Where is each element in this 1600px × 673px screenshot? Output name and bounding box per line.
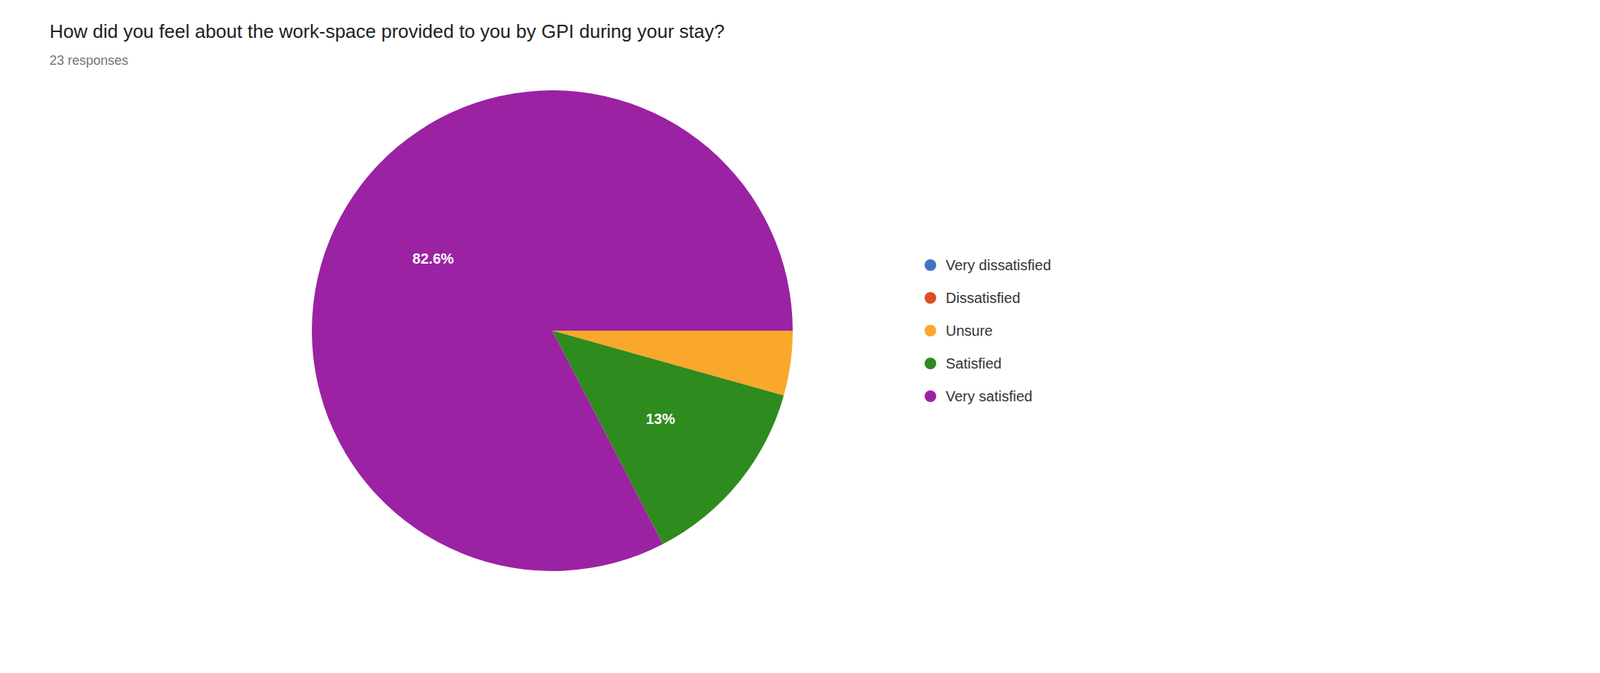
html-text:Unsure: Unsure bbox=[945, 322, 993, 339]
html-text:23 responses: 23 responses bbox=[49, 53, 129, 68]
html-text:Satisfied: Satisfied bbox=[945, 355, 1002, 372]
html-text:Very dissatisfied: Very dissatisfied bbox=[945, 256, 1052, 273]
svg-text:82.6%: 82.6% bbox=[412, 250, 454, 267]
svg-text:13%: 13% bbox=[645, 410, 675, 427]
html-text:How did you feel about the wor: How did you feel about the work-space pr… bbox=[49, 20, 725, 43]
html-text:Very satisfied: Very satisfied bbox=[945, 387, 1033, 405]
html-text:Dissatisfied: Dissatisfied bbox=[945, 289, 1021, 306]
